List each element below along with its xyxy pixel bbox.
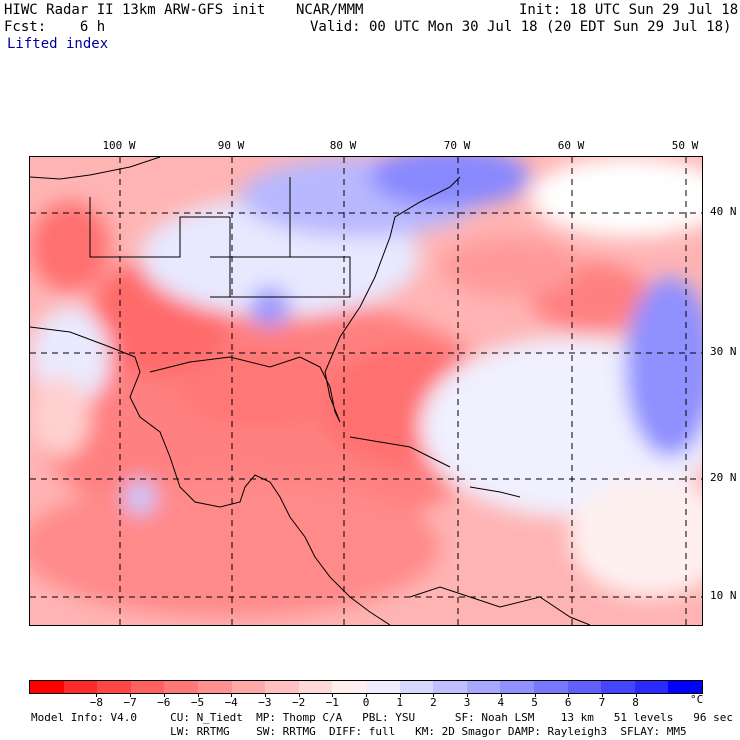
valid-time: Valid: 00 UTC Mon 30 Jul 18 (20 EDT Sun … (310, 19, 732, 35)
lat-label: 30 N (710, 345, 737, 358)
colorbar-swatch (63, 681, 98, 693)
colorbar-tick (299, 693, 300, 697)
colorbar-tick (265, 693, 266, 697)
colorbar-tick (198, 693, 199, 697)
colorbar-swatch (634, 681, 669, 693)
lon-label: 70 W (443, 139, 471, 152)
org-label: NCAR/MMM (296, 2, 364, 18)
colorbar-swatch (30, 681, 64, 693)
colorbar-tick (535, 693, 536, 697)
colorbar-tick-label: −2 (291, 696, 306, 709)
colorbar-swatch (668, 681, 702, 693)
lon-label: 90 W (217, 139, 245, 152)
colorbar-swatch (466, 681, 501, 693)
colorbar-swatch (197, 681, 232, 693)
colorbar-swatch (130, 681, 165, 693)
colorbar-swatch (567, 681, 602, 693)
colorbar-swatch (164, 681, 198, 693)
lon-label: 50 W (671, 139, 699, 152)
colorbar-tick-label: 8 (632, 696, 639, 709)
colorbar-tick (501, 693, 502, 697)
colorbar-tick (400, 693, 401, 697)
colorbar-swatch (298, 681, 333, 693)
colorbar-tick-label: −4 (224, 696, 238, 709)
lat-lon-grid (30, 157, 702, 625)
lon-label: 60 W (557, 139, 585, 152)
field-shading (30, 157, 702, 617)
colorbar-swatch (500, 681, 534, 693)
colorbar-tick (231, 693, 232, 697)
colorbar-tick-label: −1 (325, 696, 339, 709)
coastlines (30, 157, 591, 625)
colorbar-tick-label: −8 (89, 696, 104, 709)
colorbar-tick-label: −5 (190, 696, 205, 709)
model-info-line-2: LW: RRTMG SW: RRTMG DIFF: full KM: 2D Sm… (31, 725, 687, 738)
colorbar-swatch (97, 681, 131, 693)
colorbar-tick-label: −6 (157, 696, 171, 709)
lat-label: 40 N (710, 205, 737, 218)
colorbar-swatch (601, 681, 635, 693)
colorbar-swatch (332, 681, 366, 693)
colorbar-swatch (433, 681, 467, 693)
forecast-hour: Fcst: 6 h (4, 19, 106, 35)
colorbar-tick (366, 693, 367, 697)
lat-label: 20 N (710, 471, 737, 484)
lon-label: 80 W (329, 139, 357, 152)
colorbar-tick-label: 6 (564, 696, 572, 709)
colorbar-tick-label: −7 (123, 696, 137, 709)
colorbar-tick (96, 693, 97, 697)
colorbar-tick (467, 693, 468, 697)
colorbar-tick-label: −3 (258, 696, 272, 709)
model-title: HIWC Radar II 13km ARW-GFS init (4, 2, 266, 18)
colorbar-tick-label: 5 (531, 696, 538, 709)
colorbar-tick (130, 693, 131, 697)
colorbar-swatch (399, 681, 434, 693)
colorbar-swatch (365, 681, 400, 693)
lon-label: 100 W (102, 139, 136, 152)
colorbar-tick-label: 0 (362, 696, 370, 709)
colorbar-tick-label: 2 (430, 696, 437, 709)
model-info-line-1: Model Info: V4.0 CU: N_Tiedt MP: Thomp C… (31, 711, 733, 724)
colorbar-swatch (231, 681, 266, 693)
colorbar-swatch (533, 681, 568, 693)
lat-label: 10 N (710, 589, 737, 602)
colorbar-tick (602, 693, 603, 697)
colorbar-tick-label: 4 (497, 696, 505, 709)
colorbar-tick (636, 693, 637, 697)
colorbar-tick-label: 3 (463, 696, 471, 709)
colorbar-swatch (265, 681, 299, 693)
colorbar-unit: °C (690, 693, 704, 706)
colorbar-tick-label: 1 (396, 696, 403, 709)
lifted-index-map (29, 156, 703, 626)
colorbar-tick (164, 693, 165, 697)
init-time: Init: 18 UTC Sun 29 Jul 18 (519, 2, 739, 18)
colorbar-tick (332, 693, 333, 697)
colorbar (29, 680, 703, 694)
colorbar-tick (568, 693, 569, 697)
colorbar-tick (433, 693, 434, 697)
field-name: Lifted index (7, 36, 109, 52)
colorbar-tick-label: 7 (598, 696, 606, 709)
